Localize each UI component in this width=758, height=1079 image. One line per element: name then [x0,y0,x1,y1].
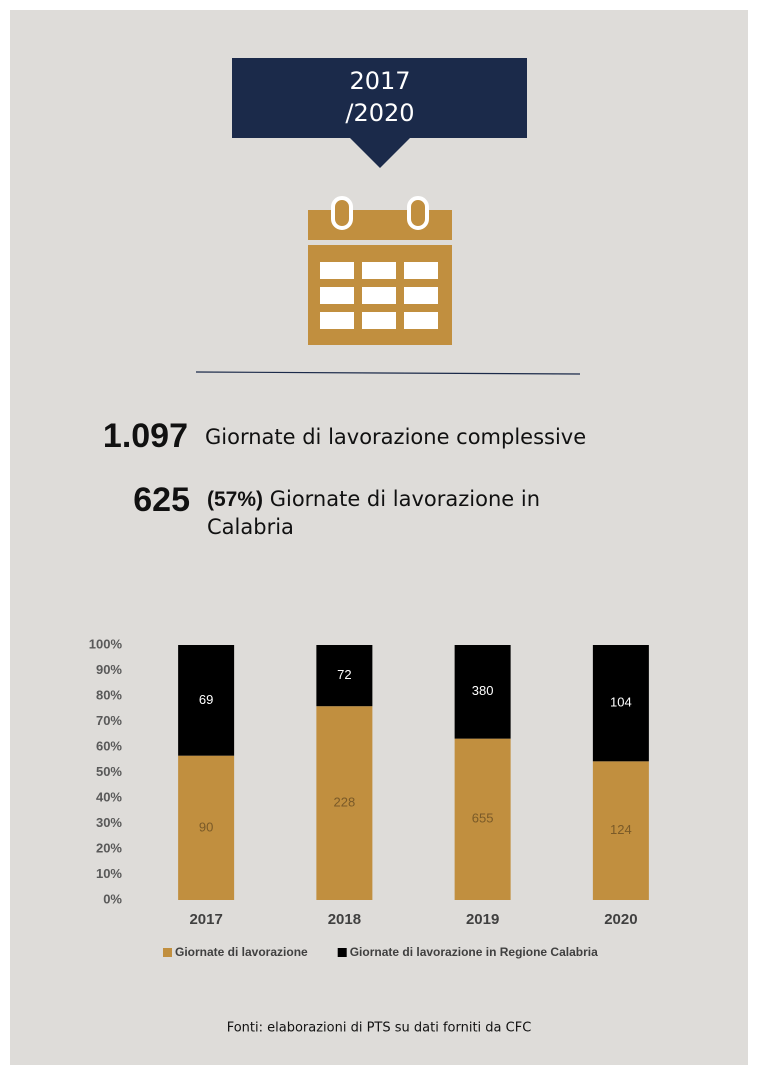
bar-segment [454,645,511,739]
stat-number: 1.097 [103,417,188,455]
banner [232,58,527,168]
x-tick-label: 2019 [466,911,499,928]
bar-segment [592,645,649,762]
bar-segment [316,706,373,900]
value-label: 124 [610,822,632,837]
divider [195,371,581,375]
panel [10,10,748,1065]
bar-segment [316,645,373,707]
x-tick-label: 2020 [604,911,637,928]
y-tick-label: 10% [96,866,122,881]
bar-segment [178,645,235,756]
value-label: 104 [610,695,632,710]
value-label: 228 [334,795,356,810]
y-tick-label: 40% [96,789,122,804]
stat-share: (57%) [207,488,263,511]
bar-segment [178,755,235,900]
y-tick-label: 0% [103,891,122,906]
legend-label: Giornate di lavorazione in Regione Calab… [350,945,598,959]
y-tick-label: 100% [89,636,123,651]
source: Fonti: elaborazioni di PTS su dati forni… [227,1021,532,1036]
y-tick-label: 50% [96,764,122,779]
value-label: 380 [472,683,494,698]
stat-text: (57%) Giornate di lavorazione in [207,487,540,511]
legend-label: Giornate di lavorazione [175,945,308,959]
legend-swatch [337,948,347,957]
x-tick-label: 2018 [328,911,361,928]
y-tick-label: 30% [96,815,122,830]
stat-text-part: Giornate di lavorazione in [263,487,540,511]
value-label: 655 [472,811,494,826]
y-tick-label: 60% [96,738,122,753]
value-label: 69 [199,692,213,707]
value-label: 72 [337,667,351,682]
banner-year: /2020 [345,99,414,127]
y-tick-label: 90% [96,662,122,677]
x-tick-label: 2017 [189,911,222,928]
stat-number: 625 [133,481,190,519]
y-tick-label: 80% [96,687,122,702]
y-tick-label: 20% [96,840,122,855]
bar-segment [454,738,511,900]
stat-text: Calabria [207,515,294,539]
calendar-icon [308,196,452,345]
y-tick-label: 70% [96,713,122,728]
value-label: 90 [199,819,213,834]
stat-text: Giornate di lavorazione complessive [205,425,586,449]
banner-year: 2017 [349,67,410,95]
bar-segment [592,761,649,900]
legend-swatch [163,948,172,957]
